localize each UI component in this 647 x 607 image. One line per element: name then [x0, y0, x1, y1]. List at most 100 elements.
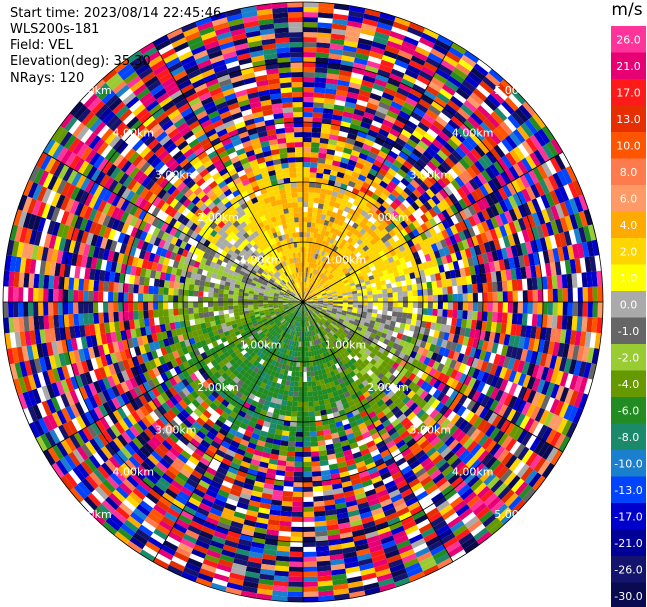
velocity-gate — [551, 315, 558, 329]
velocity-gate — [293, 302, 299, 305]
velocity-gate — [279, 525, 292, 532]
velocity-gate — [505, 345, 514, 358]
velocity-gate — [27, 390, 37, 406]
velocity-gate — [412, 228, 420, 237]
velocity-gate — [185, 478, 198, 489]
velocity-gate — [333, 302, 338, 304]
velocity-gate — [340, 251, 347, 258]
velocity-gate — [431, 492, 445, 504]
velocity-gate — [425, 57, 441, 69]
velocity-gate — [32, 373, 42, 389]
velocity-gate — [161, 473, 174, 484]
velocity-gate — [115, 506, 130, 520]
velocity-gate — [447, 424, 459, 436]
velocity-gate — [199, 568, 215, 578]
velocity-gate — [305, 321, 307, 327]
velocity-gate — [540, 223, 550, 238]
velocity-gate — [97, 344, 105, 357]
velocity-gate — [317, 338, 322, 344]
velocity-gate — [493, 430, 505, 444]
velocity-gate — [70, 403, 81, 418]
velocity-gate — [409, 88, 423, 99]
velocity-gate — [342, 297, 348, 300]
velocity-gate — [347, 277, 354, 282]
velocity-gate — [520, 122, 534, 138]
velocity-gate — [441, 209, 451, 220]
velocity-gate — [313, 258, 317, 264]
velocity-gate — [224, 313, 230, 319]
velocity-gate — [296, 356, 301, 362]
velocity-gate — [534, 407, 546, 423]
velocity-gate — [339, 272, 345, 278]
velocity-gate — [242, 334, 249, 341]
velocity-gate — [450, 252, 458, 262]
velocity-gate — [262, 360, 268, 367]
velocity-gate — [341, 152, 351, 160]
velocity-gate — [392, 530, 407, 541]
velocity-gate — [303, 152, 311, 158]
velocity-gate — [239, 422, 249, 430]
velocity-gate — [113, 469, 127, 483]
velocity-gate — [312, 253, 316, 259]
velocity-gate — [298, 306, 301, 312]
velocity-gate — [311, 471, 322, 477]
velocity-gate — [366, 362, 374, 370]
velocity-gate — [324, 367, 330, 374]
velocity-gate — [444, 171, 455, 183]
velocity-gate — [528, 338, 536, 351]
velocity-gate — [275, 351, 281, 357]
velocity-gate — [315, 259, 320, 265]
velocity-gate — [287, 328, 291, 334]
velocity-gate — [248, 307, 254, 311]
velocity-gate — [151, 421, 162, 433]
velocity-gate — [88, 395, 99, 409]
velocity-gate — [279, 317, 285, 323]
velocity-gate — [482, 76, 497, 91]
velocity-gate — [536, 276, 543, 290]
velocity-gate — [379, 243, 387, 251]
velocity-gate — [592, 286, 598, 302]
velocity-gate — [497, 486, 512, 500]
velocity-gate — [305, 346, 309, 352]
velocity-gate — [132, 437, 144, 450]
velocity-gate — [252, 339, 259, 346]
velocity-gate — [398, 544, 413, 555]
velocity-gate — [357, 304, 363, 309]
velocity-gate — [311, 217, 317, 223]
velocity-gate — [362, 305, 368, 309]
velocity-gate — [539, 409, 550, 425]
velocity-gate — [351, 342, 358, 349]
velocity-gate — [338, 522, 351, 530]
velocity-gate — [303, 177, 310, 183]
velocity-gate — [317, 299, 323, 302]
velocity-gate — [171, 329, 178, 337]
velocity-gate — [476, 392, 486, 405]
velocity-gate — [275, 555, 290, 562]
velocity-gate — [160, 544, 176, 556]
velocity-gate — [372, 354, 380, 362]
velocity-gate — [339, 326, 345, 332]
velocity-gate — [361, 379, 370, 387]
velocity-gate — [472, 128, 486, 142]
velocity-gate — [266, 325, 272, 331]
velocity-gate — [423, 238, 431, 248]
velocity-gate — [355, 346, 362, 353]
velocity-gate — [444, 270, 452, 280]
velocity-gate — [437, 372, 446, 382]
velocity-gate — [338, 249, 344, 256]
velocity-gate — [432, 370, 442, 380]
velocity-gate — [80, 413, 91, 427]
velocity-gate — [203, 470, 215, 481]
velocity-gate — [360, 567, 376, 576]
velocity-gate — [139, 431, 151, 443]
velocity-gate — [335, 275, 341, 281]
velocity-gate — [322, 393, 329, 400]
velocity-gate — [338, 360, 344, 367]
velocity-gate — [98, 366, 107, 379]
velocity-gate — [432, 548, 448, 561]
velocity-gate — [276, 550, 290, 557]
velocity-gate — [452, 309, 458, 319]
velocity-gate — [290, 319, 294, 325]
velocity-gate — [147, 512, 162, 525]
velocity-gate — [492, 462, 506, 476]
